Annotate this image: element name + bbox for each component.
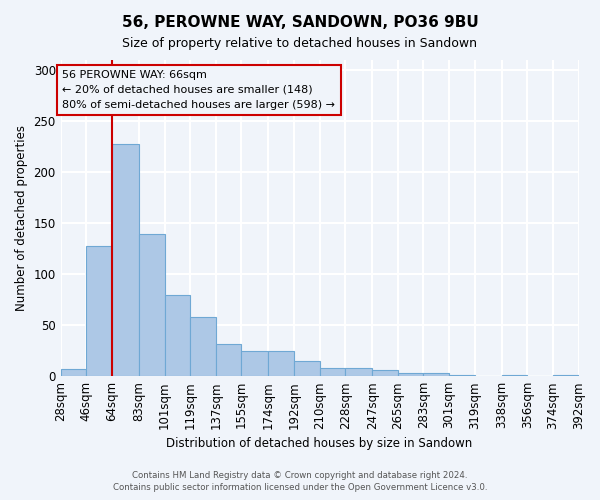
Bar: [164, 294, 190, 376]
Bar: [398, 373, 424, 376]
Bar: [449, 375, 475, 376]
Bar: [268, 350, 294, 376]
Bar: [112, 144, 139, 376]
Text: Contains HM Land Registry data © Crown copyright and database right 2024.
Contai: Contains HM Land Registry data © Crown c…: [113, 471, 487, 492]
Bar: [320, 368, 345, 376]
Bar: [86, 246, 112, 376]
X-axis label: Distribution of detached houses by size in Sandown: Distribution of detached houses by size …: [166, 437, 473, 450]
Bar: [372, 370, 398, 376]
Y-axis label: Number of detached properties: Number of detached properties: [15, 125, 28, 311]
Bar: [553, 375, 578, 376]
Bar: [294, 361, 320, 376]
Bar: [345, 368, 372, 376]
Bar: [190, 317, 216, 376]
Bar: [502, 375, 527, 376]
Bar: [241, 350, 268, 376]
Text: 56, PEROWNE WAY, SANDOWN, PO36 9BU: 56, PEROWNE WAY, SANDOWN, PO36 9BU: [122, 15, 478, 30]
Bar: [139, 234, 164, 376]
Bar: [61, 369, 86, 376]
Text: 56 PEROWNE WAY: 66sqm
← 20% of detached houses are smaller (148)
80% of semi-det: 56 PEROWNE WAY: 66sqm ← 20% of detached …: [62, 70, 335, 110]
Bar: [424, 373, 449, 376]
Text: Size of property relative to detached houses in Sandown: Size of property relative to detached ho…: [122, 38, 478, 51]
Bar: [216, 344, 241, 376]
